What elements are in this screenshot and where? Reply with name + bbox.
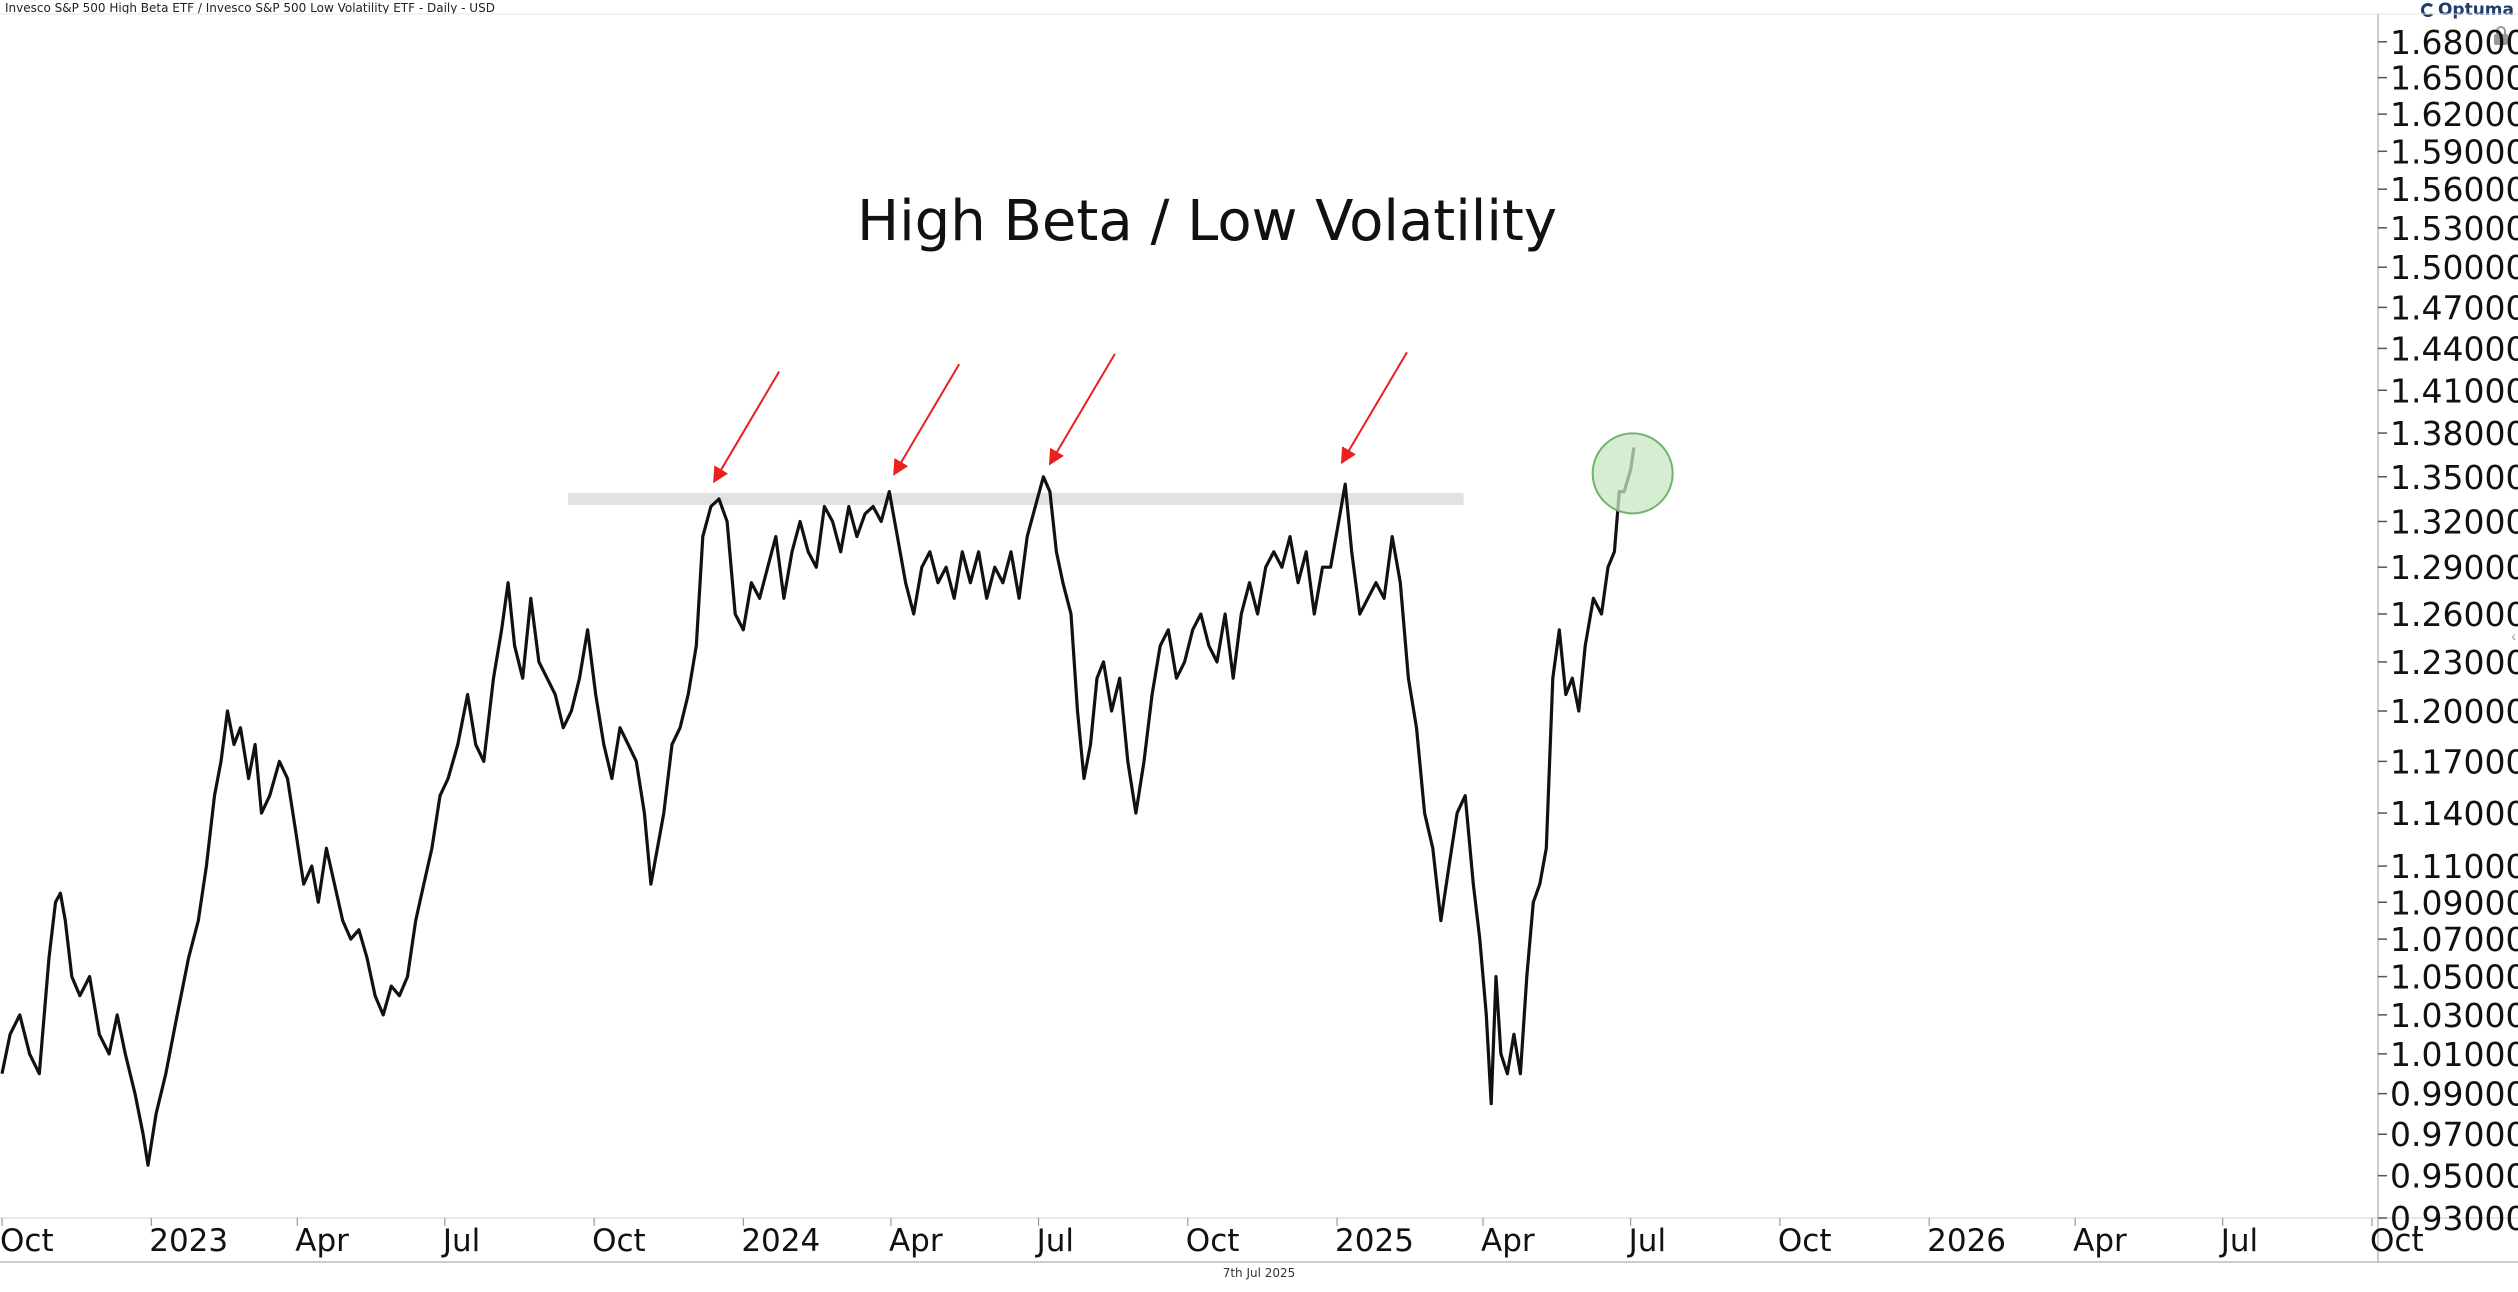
y-tick-label: 1.44000 xyxy=(2390,329,2518,368)
collapse-panel-icon[interactable]: ‹ xyxy=(2511,628,2516,644)
brand-logo: Optuma xyxy=(2420,0,2514,20)
x-tick-label: 2023 xyxy=(149,1223,228,1259)
peak-arrow-1 xyxy=(713,371,780,484)
y-axis: 0.930000.950000.970000.990001.010001.030… xyxy=(2378,23,2518,1238)
ratio-series-line xyxy=(0,447,1636,1167)
x-tick-label: Oct xyxy=(1186,1223,1240,1259)
y-tick-label: 1.38000 xyxy=(2390,414,2518,453)
y-tick-label: 1.65000 xyxy=(2390,59,2518,98)
y-tick-label: 1.32000 xyxy=(2390,502,2518,541)
peak-arrow-4 xyxy=(1340,351,1408,465)
y-tick-label: 1.07000 xyxy=(2390,920,2518,959)
y-tick-label: 1.09000 xyxy=(2390,883,2518,922)
x-tick-label: Jul xyxy=(441,1223,480,1259)
x-tick-label: Oct xyxy=(0,1223,54,1259)
y-tick-label: 1.62000 xyxy=(2390,95,2518,134)
ratio-line-layer xyxy=(0,447,1636,1167)
brand-name: Optuma xyxy=(2437,0,2514,20)
y-tick-label: 1.53000 xyxy=(2390,209,2518,248)
x-tick-label: 2024 xyxy=(741,1223,820,1259)
y-tick-label: 1.47000 xyxy=(2390,288,2518,327)
y-tick-label: 1.23000 xyxy=(2390,643,2518,682)
lock-icon[interactable] xyxy=(2494,26,2508,46)
x-tick-label: Jul xyxy=(2219,1223,2258,1259)
x-tick-label: 2025 xyxy=(1335,1223,1414,1259)
x-tick-label: Jul xyxy=(1035,1223,1074,1259)
y-tick-label: 1.05000 xyxy=(2390,958,2518,997)
x-tick-label: Oct xyxy=(1778,1223,1832,1259)
y-tick-label: 1.26000 xyxy=(2390,595,2518,634)
x-tick-label: Jul xyxy=(1627,1223,1666,1259)
x-tick-label: Apr xyxy=(1481,1223,1535,1259)
x-tick-label: 2026 xyxy=(1927,1223,2006,1259)
y-tick-label: 0.97000 xyxy=(2390,1115,2518,1154)
y-tick-label: 1.20000 xyxy=(2390,692,2518,731)
x-axis: Oct 2023 Apr Jul Oct 2024 Apr Jul Oct 2025 Apr Jul O… xyxy=(0,1218,2424,1259)
y-tick-label: 1.14000 xyxy=(2390,794,2518,833)
peak-arrow-2 xyxy=(893,363,961,476)
y-tick-label: 1.17000 xyxy=(2390,742,2518,781)
y-tick-label: 1.56000 xyxy=(2390,170,2518,209)
x-tick-label: Apr xyxy=(295,1223,349,1259)
chart-header-title: Invesco S&P 500 High Beta ETF / Invesco … xyxy=(5,1,495,15)
x-tick-label: Oct xyxy=(592,1223,646,1259)
optuma-logo-icon xyxy=(2420,3,2435,17)
chart-title: High Beta / Low Volatility xyxy=(857,189,1557,254)
y-tick-label: 0.93000 xyxy=(2390,1199,2518,1238)
resistance-band-layer xyxy=(568,492,1464,505)
y-tick-label: 0.95000 xyxy=(2390,1157,2518,1196)
y-tick-label: 0.99000 xyxy=(2390,1075,2518,1114)
y-tick-label: 1.50000 xyxy=(2390,248,2518,287)
x-tick-label: Apr xyxy=(2073,1223,2127,1259)
chart-frame xyxy=(0,13,2518,1263)
resistance-band xyxy=(568,492,1464,505)
y-tick-label: 1.59000 xyxy=(2390,132,2518,171)
x-tick-label: Oct xyxy=(2370,1223,2424,1259)
y-tick-label: 1.35000 xyxy=(2390,458,2518,497)
y-tick-label: 1.29000 xyxy=(2390,548,2518,587)
footer-date: 7th Jul 2025 xyxy=(1222,1266,1296,1280)
annotation-layer xyxy=(713,351,1674,515)
y-tick-label: 1.41000 xyxy=(2390,371,2518,410)
y-tick-label: 1.11000 xyxy=(2390,847,2518,886)
peak-arrow-3 xyxy=(1048,353,1116,466)
y-tick-label: 1.68000 xyxy=(2390,23,2518,62)
y-tick-label: 1.01000 xyxy=(2390,1035,2518,1074)
y-tick-label: 1.03000 xyxy=(2390,996,2518,1035)
breakout-highlight-circle xyxy=(1591,432,1674,515)
x-tick-label: Apr xyxy=(889,1223,943,1259)
